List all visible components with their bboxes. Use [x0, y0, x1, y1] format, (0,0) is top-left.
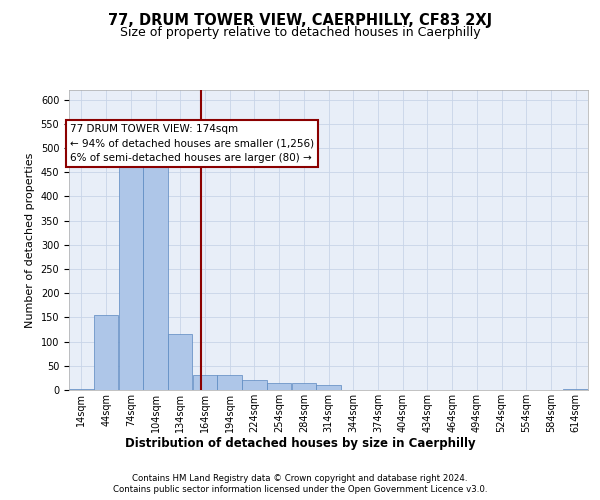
Bar: [94, 315, 118, 390]
Bar: [267, 382, 292, 390]
Text: 77, DRUM TOWER VIEW, CAERPHILLY, CF83 2XJ: 77, DRUM TOWER VIEW, CAERPHILLY, CF83 2X…: [108, 12, 492, 28]
Bar: [217, 376, 242, 390]
Text: Size of property relative to detached houses in Caerphilly: Size of property relative to detached ho…: [119, 26, 481, 39]
Text: Contains HM Land Registry data © Crown copyright and database right 2024.: Contains HM Land Registry data © Crown c…: [132, 474, 468, 483]
Bar: [168, 334, 193, 390]
Bar: [119, 168, 143, 390]
Text: Contains public sector information licensed under the Open Government Licence v3: Contains public sector information licen…: [113, 485, 487, 494]
Bar: [143, 148, 168, 390]
Bar: [69, 388, 94, 390]
Bar: [563, 388, 588, 390]
Bar: [193, 376, 217, 390]
Text: Distribution of detached houses by size in Caerphilly: Distribution of detached houses by size …: [125, 438, 475, 450]
Bar: [292, 382, 316, 390]
Bar: [242, 380, 266, 390]
Y-axis label: Number of detached properties: Number of detached properties: [25, 152, 35, 328]
Text: 77 DRUM TOWER VIEW: 174sqm
← 94% of detached houses are smaller (1,256)
6% of se: 77 DRUM TOWER VIEW: 174sqm ← 94% of deta…: [70, 124, 314, 164]
Bar: [316, 385, 341, 390]
